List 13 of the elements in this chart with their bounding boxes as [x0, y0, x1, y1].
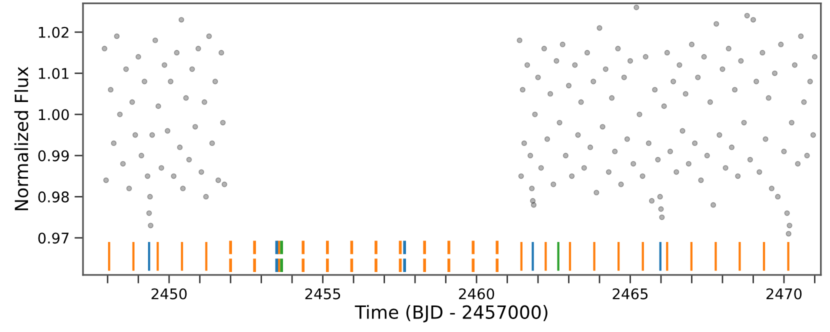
- x-tick-label: 2455: [305, 288, 340, 300]
- y-tick-label: 0.99: [38, 150, 69, 162]
- x-tick-label: 2465: [612, 288, 648, 300]
- y-tick-label: 1.02: [38, 26, 68, 38]
- x-tick-label: 2470: [766, 288, 802, 300]
- y-axis-title: Normalized Flux: [14, 66, 28, 210]
- y-tick-label: 1.01: [38, 68, 68, 80]
- y-tick-label: 0.98: [38, 191, 69, 202]
- x-tick-label: 2450: [152, 288, 187, 300]
- y-tick-label: 1.00: [38, 109, 69, 120]
- x-axis-title: Time (BJD - 2457000): [354, 304, 548, 322]
- y-tick-label: 0.97: [38, 232, 69, 244]
- x-tick-label: 2460: [459, 288, 494, 300]
